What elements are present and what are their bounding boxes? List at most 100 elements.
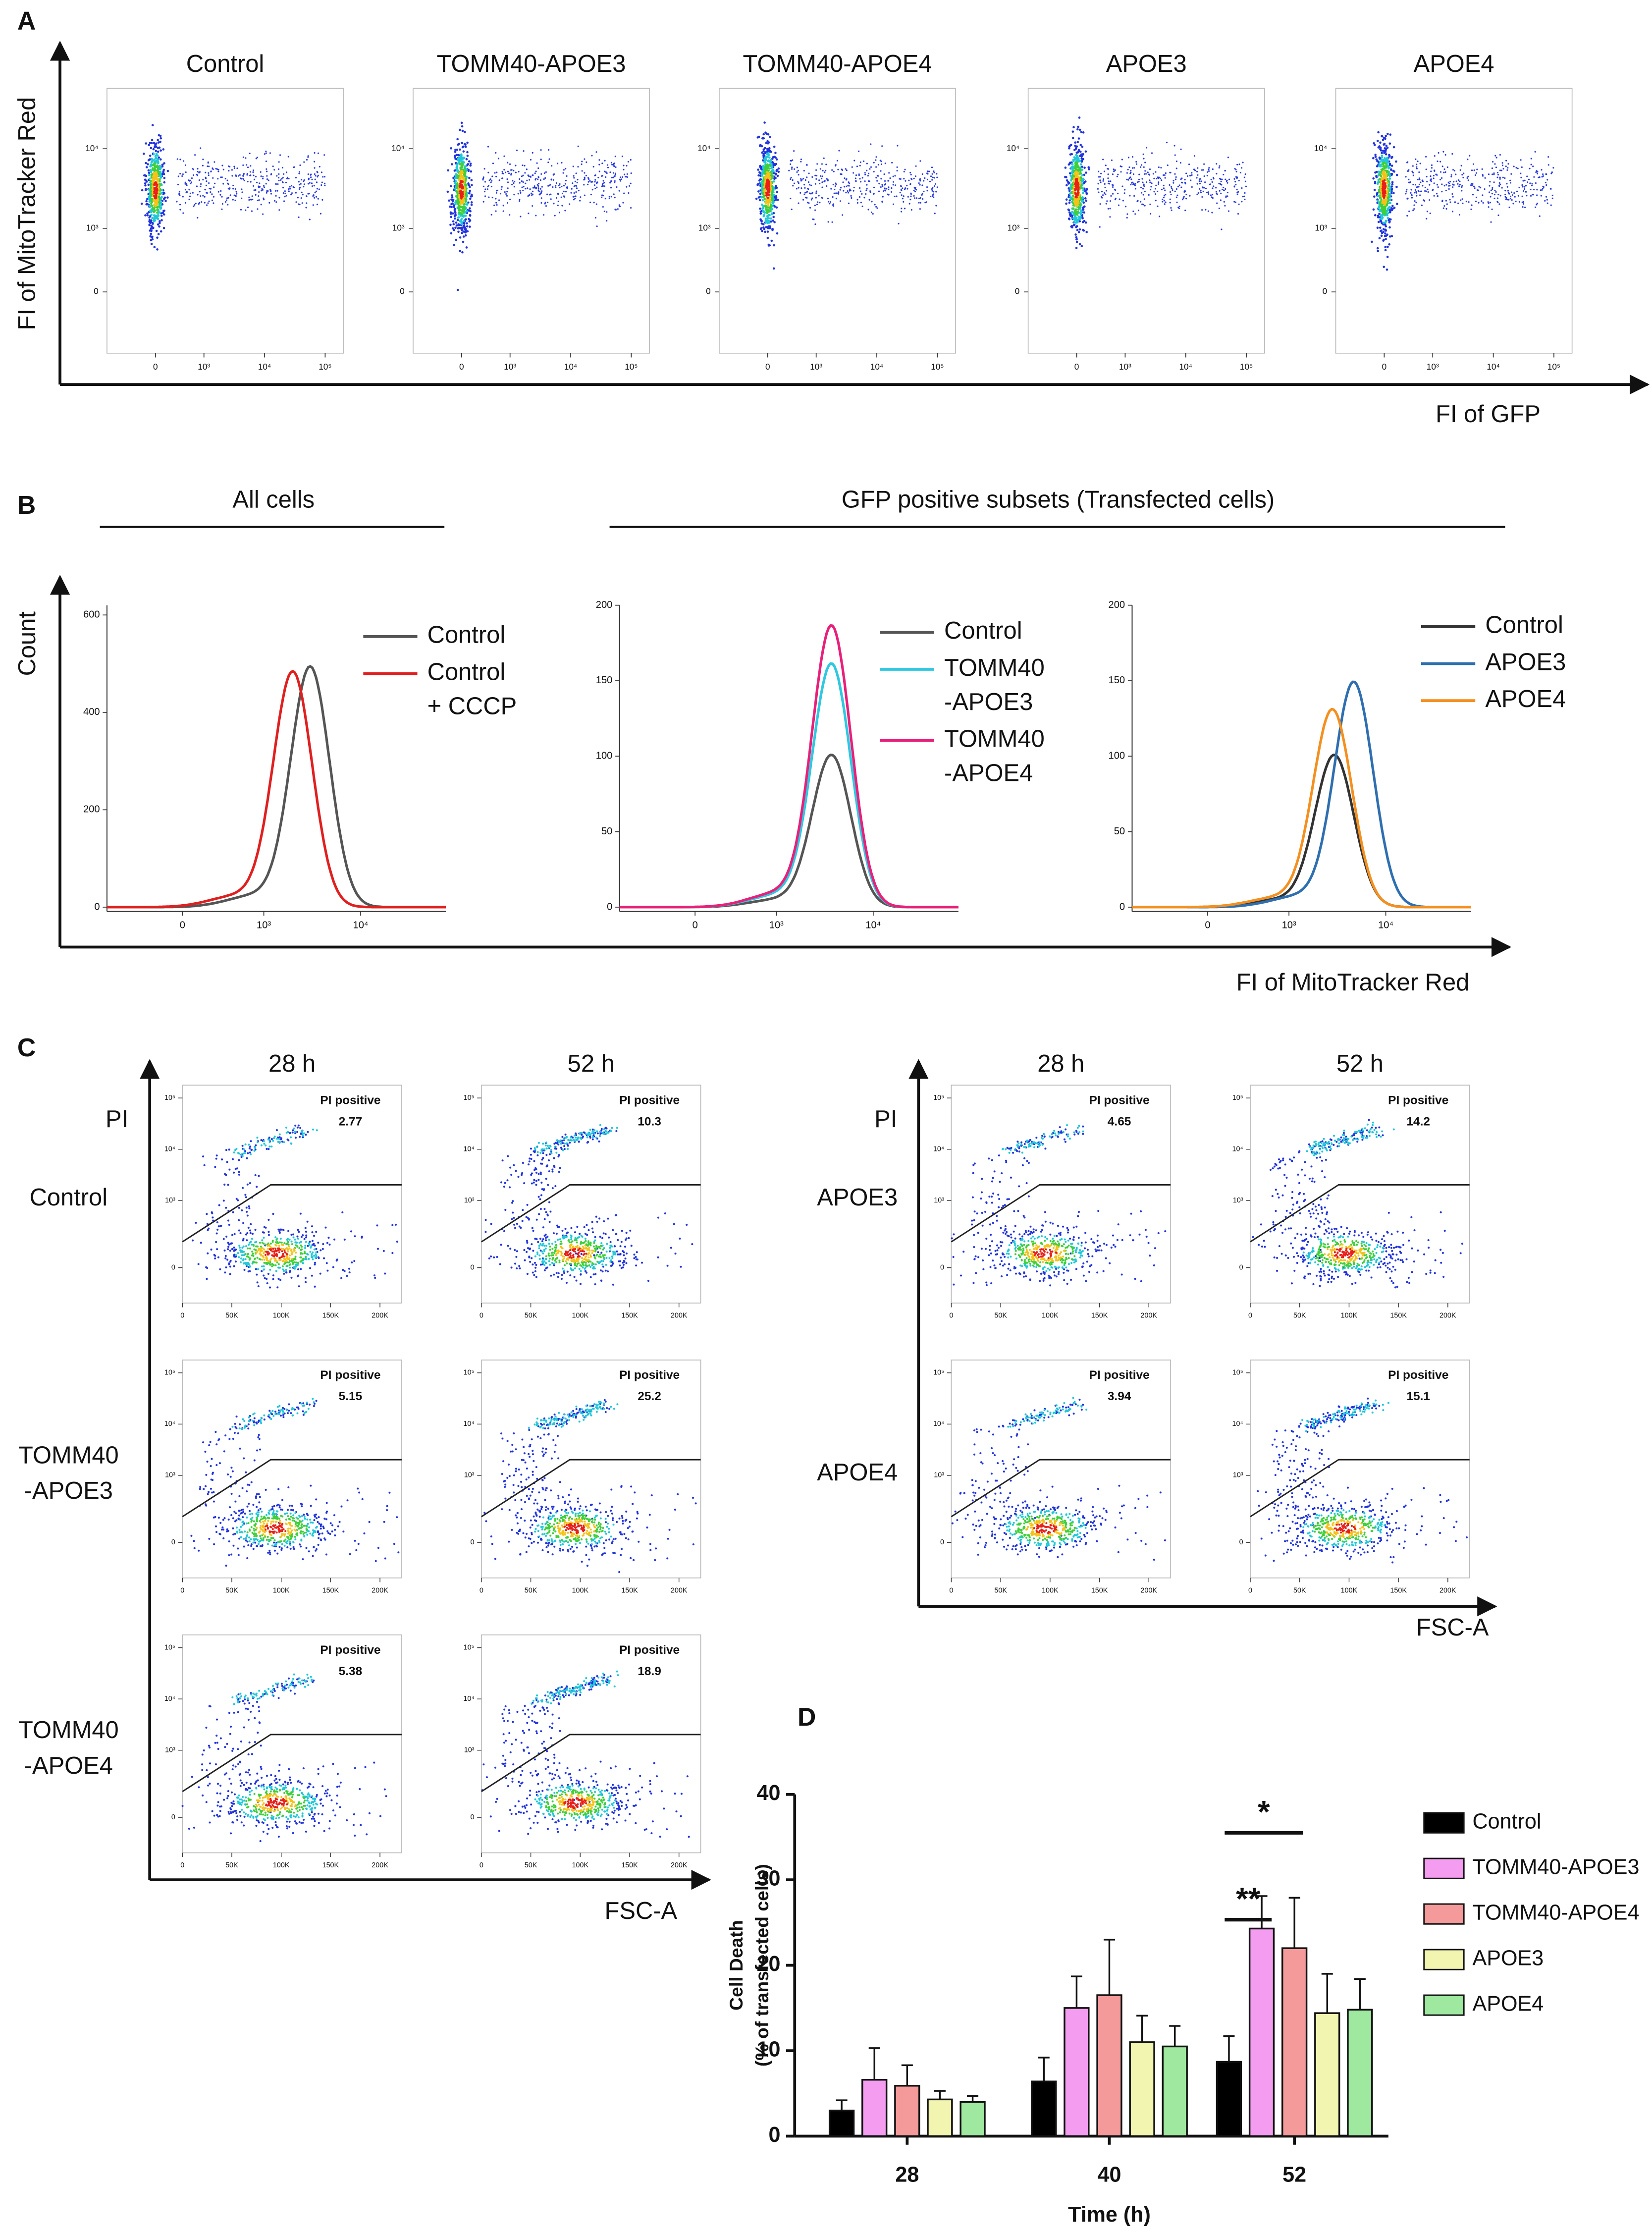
event-dot <box>246 1183 249 1186</box>
event-dot <box>1439 171 1442 173</box>
event-dot <box>154 187 157 190</box>
event-dot <box>1383 143 1386 146</box>
event-dot <box>766 219 769 222</box>
event-dot <box>459 212 462 214</box>
event-dot <box>591 155 593 157</box>
event-dot <box>182 212 184 214</box>
event-dot <box>145 174 148 177</box>
event-dot <box>461 187 463 190</box>
event-dot <box>1445 189 1447 191</box>
event-dot <box>454 226 457 229</box>
event-dot <box>159 140 161 143</box>
event-dot <box>773 177 776 180</box>
event-dot <box>206 180 208 182</box>
event-dot <box>304 1277 307 1279</box>
event-dot <box>150 243 153 245</box>
event-dot <box>535 177 537 179</box>
event-dot <box>1209 183 1211 185</box>
event-dot <box>1391 181 1394 184</box>
event-dot <box>1130 169 1132 172</box>
event-dot <box>1164 189 1166 191</box>
event-dot <box>584 176 586 178</box>
event-dot <box>776 174 779 177</box>
event-dot <box>226 1258 229 1261</box>
event-dot <box>1405 193 1407 195</box>
event-dot <box>630 182 632 184</box>
event-dot <box>537 187 539 189</box>
event-dot <box>462 240 465 243</box>
event-dot <box>495 152 497 154</box>
event-dot <box>550 193 552 195</box>
event-dot <box>453 206 455 209</box>
event-dot <box>252 198 254 201</box>
event-dot <box>498 179 500 181</box>
event-dot <box>240 209 242 211</box>
event-dot <box>875 177 877 179</box>
event-dot <box>234 1260 237 1263</box>
event-dot <box>1389 133 1392 136</box>
event-dot <box>460 185 463 188</box>
event-dot <box>825 163 827 165</box>
event-dot <box>593 184 596 186</box>
event-dot <box>313 194 315 196</box>
event-dot <box>867 175 869 177</box>
event-dot <box>248 1147 251 1149</box>
event-dot <box>151 217 154 219</box>
event-dot <box>1380 234 1383 237</box>
event-dot <box>804 192 806 194</box>
event-dot <box>1075 225 1078 228</box>
event-dot <box>302 194 304 196</box>
event-dot <box>244 1150 246 1152</box>
y-tick-label: 10³ <box>1315 222 1327 232</box>
event-dot <box>1497 214 1499 217</box>
event-dot <box>921 173 923 175</box>
event-dot <box>550 198 552 200</box>
event-dot <box>1175 161 1178 163</box>
event-dot <box>1376 140 1379 142</box>
event-dot <box>207 165 209 167</box>
event-dot <box>1143 173 1145 175</box>
event-dot <box>870 143 872 145</box>
event-dot <box>303 180 305 182</box>
event-dot <box>191 177 193 179</box>
event-dot <box>838 150 840 152</box>
event-dot <box>290 1276 293 1279</box>
event-dot <box>325 1262 328 1264</box>
event-dot <box>1235 170 1237 173</box>
event-dot <box>1234 181 1236 183</box>
event-dot <box>1104 183 1106 185</box>
event-dot <box>628 185 631 187</box>
event-dot <box>462 226 464 229</box>
event-dot <box>557 204 559 207</box>
event-dot <box>919 178 921 180</box>
event-dot <box>1207 191 1209 193</box>
event-dot <box>1504 193 1506 196</box>
event-dot <box>1446 203 1448 205</box>
event-dot <box>563 185 565 187</box>
event-dot <box>266 1282 268 1285</box>
event-dot <box>1461 190 1463 192</box>
event-dot <box>1461 186 1463 188</box>
event-dot <box>759 212 762 215</box>
event-dot <box>251 195 253 197</box>
event-dot <box>849 188 851 190</box>
event-dot <box>560 196 562 198</box>
event-dot <box>577 166 579 168</box>
event-dot <box>495 202 497 204</box>
event-dot <box>224 1271 226 1274</box>
event-dot <box>760 219 763 222</box>
event-dot <box>578 190 580 192</box>
event-dot <box>238 1173 240 1176</box>
event-dot <box>461 125 464 128</box>
y-tick-label: 0 <box>1015 286 1020 296</box>
event-dot <box>1422 185 1424 187</box>
event-dot <box>536 184 538 186</box>
event-dot <box>931 166 933 168</box>
event-dot <box>255 158 257 160</box>
event-dot <box>896 169 898 172</box>
event-dot <box>901 189 903 191</box>
event-dot <box>1105 164 1107 166</box>
event-dot <box>846 178 848 180</box>
event-dot <box>313 185 315 187</box>
event-dot <box>245 1206 248 1209</box>
